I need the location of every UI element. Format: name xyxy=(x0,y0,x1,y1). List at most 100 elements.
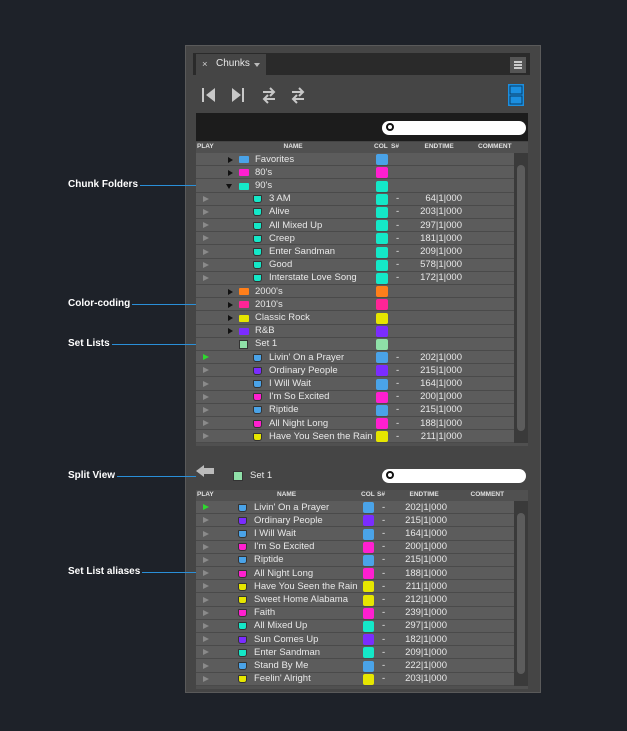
row[interactable] xyxy=(196,153,514,167)
row[interactable] xyxy=(196,245,514,259)
play-indicator[interactable] xyxy=(203,662,209,669)
row[interactable] xyxy=(196,271,514,285)
expand-arrow[interactable] xyxy=(228,169,233,176)
row[interactable] xyxy=(196,633,514,647)
row[interactable] xyxy=(196,593,514,607)
tab-title[interactable]: Chunks xyxy=(216,58,250,69)
tab-dropdown[interactable] xyxy=(254,63,260,67)
row[interactable] xyxy=(196,232,514,246)
play-indicator[interactable] xyxy=(203,556,209,563)
play-indicator[interactable] xyxy=(203,354,209,361)
play-indicator[interactable] xyxy=(203,195,209,202)
color-swatch[interactable] xyxy=(363,607,374,619)
expand-arrow[interactable] xyxy=(226,184,232,189)
row[interactable] xyxy=(196,219,514,233)
back-button[interactable] xyxy=(196,465,214,477)
play-indicator[interactable] xyxy=(203,675,209,682)
color-swatch[interactable] xyxy=(376,418,388,430)
row[interactable] xyxy=(196,179,514,193)
row[interactable] xyxy=(196,166,514,180)
color-swatch[interactable] xyxy=(376,404,388,416)
row[interactable] xyxy=(196,553,514,567)
row[interactable] xyxy=(196,351,514,365)
row[interactable] xyxy=(196,258,514,272)
search-input[interactable] xyxy=(382,469,526,483)
prev-button[interactable] xyxy=(202,88,215,102)
row[interactable] xyxy=(196,672,514,686)
row[interactable] xyxy=(196,285,514,299)
play-indicator[interactable] xyxy=(203,208,209,215)
row[interactable] xyxy=(196,337,514,351)
color-swatch[interactable] xyxy=(376,312,388,324)
row[interactable] xyxy=(196,580,514,594)
row[interactable] xyxy=(196,430,514,444)
row[interactable] xyxy=(196,659,514,673)
search-input[interactable] xyxy=(382,121,526,135)
play-indicator[interactable] xyxy=(203,248,209,255)
row[interactable] xyxy=(196,205,514,219)
color-swatch[interactable] xyxy=(376,391,388,403)
color-swatch[interactable] xyxy=(376,365,388,377)
color-swatch[interactable] xyxy=(376,193,388,205)
row[interactable] xyxy=(196,501,514,515)
play-indicator[interactable] xyxy=(203,583,209,590)
color-swatch[interactable] xyxy=(363,541,374,553)
play-indicator[interactable] xyxy=(203,517,209,524)
row[interactable] xyxy=(196,527,514,541)
play-indicator[interactable] xyxy=(203,609,209,616)
color-swatch[interactable] xyxy=(376,233,388,245)
tab-close[interactable]: × xyxy=(202,59,208,70)
color-swatch[interactable] xyxy=(363,554,374,566)
tab[interactable] xyxy=(196,54,266,75)
color-swatch[interactable] xyxy=(376,167,388,179)
color-swatch[interactable] xyxy=(363,502,374,514)
play-indicator[interactable] xyxy=(203,530,209,537)
play-indicator[interactable] xyxy=(203,570,209,577)
color-swatch[interactable] xyxy=(376,378,388,390)
row[interactable] xyxy=(196,619,514,633)
play-indicator[interactable] xyxy=(203,622,209,629)
expand-arrow[interactable] xyxy=(228,315,233,321)
row[interactable] xyxy=(196,540,514,554)
row[interactable] xyxy=(196,417,514,431)
play-indicator[interactable] xyxy=(203,367,209,374)
play-indicator[interactable] xyxy=(203,504,209,511)
color-swatch[interactable] xyxy=(376,431,388,443)
color-swatch[interactable] xyxy=(376,154,388,166)
color-swatch[interactable] xyxy=(376,286,388,298)
color-swatch[interactable] xyxy=(363,515,374,527)
scroll-thumb[interactable] xyxy=(517,513,525,674)
play-indicator[interactable] xyxy=(203,380,209,387)
color-swatch[interactable] xyxy=(376,246,388,258)
row[interactable] xyxy=(196,514,514,528)
play-indicator[interactable] xyxy=(203,596,209,603)
color-swatch[interactable] xyxy=(376,299,388,311)
row[interactable] xyxy=(196,311,514,325)
row[interactable] xyxy=(196,390,514,404)
color-swatch[interactable] xyxy=(376,272,388,284)
color-swatch[interactable] xyxy=(376,352,388,364)
row[interactable] xyxy=(196,192,514,206)
color-swatch[interactable] xyxy=(376,220,388,232)
next-button[interactable] xyxy=(232,88,244,102)
loop-button[interactable] xyxy=(262,87,276,104)
play-indicator[interactable] xyxy=(203,406,209,413)
color-swatch[interactable] xyxy=(376,325,388,337)
play-indicator[interactable] xyxy=(203,274,209,281)
color-swatch[interactable] xyxy=(376,338,388,350)
play-indicator[interactable] xyxy=(203,222,209,229)
color-swatch[interactable] xyxy=(363,673,374,685)
row[interactable] xyxy=(196,646,514,660)
row[interactable] xyxy=(196,377,514,391)
play-indicator[interactable] xyxy=(203,636,209,643)
play-indicator[interactable] xyxy=(203,543,209,550)
scroll-thumb[interactable] xyxy=(517,165,525,432)
color-swatch[interactable] xyxy=(363,660,374,672)
color-swatch[interactable] xyxy=(363,620,374,632)
expand-arrow[interactable] xyxy=(228,328,233,335)
shuffle-button[interactable] xyxy=(291,87,305,104)
play-indicator[interactable] xyxy=(203,393,209,400)
color-swatch[interactable] xyxy=(363,568,374,580)
play-indicator[interactable] xyxy=(203,261,209,268)
color-swatch[interactable] xyxy=(363,581,374,593)
